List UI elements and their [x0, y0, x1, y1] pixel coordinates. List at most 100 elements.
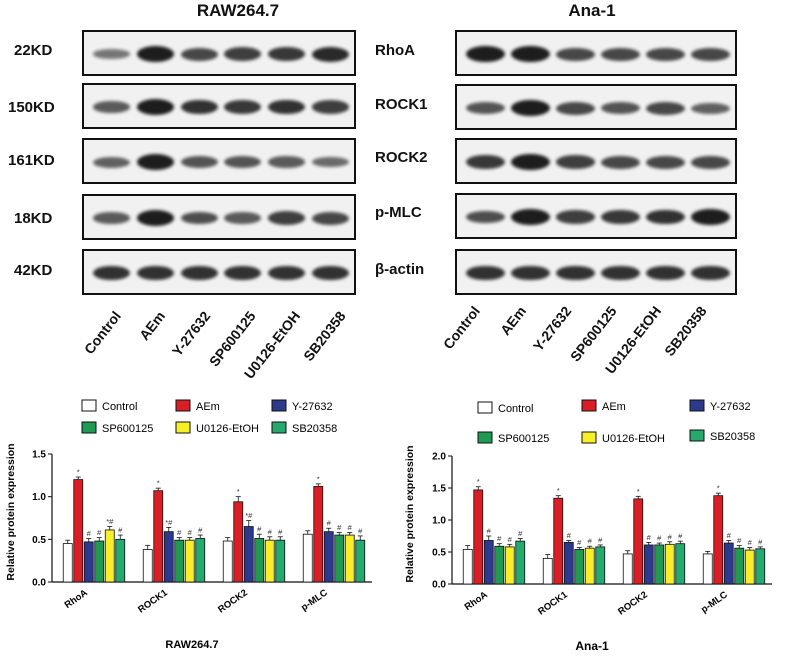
mw-label-pmlc: 18KD [14, 210, 53, 227]
bar-y-27632 [243, 526, 254, 583]
legend-label-control: Control [102, 401, 137, 413]
bar-aem [553, 497, 564, 585]
x-tick-label: ROCK2 [216, 587, 250, 615]
bar-aem [633, 498, 644, 585]
bar-control [542, 557, 553, 585]
lane-label-raw-y27632: Y-27632 [168, 308, 214, 360]
blot-band [511, 46, 550, 62]
blot-band [267, 47, 306, 61]
blot-band [556, 101, 595, 115]
bar-aem [233, 501, 244, 583]
bar-sb20358 [675, 543, 686, 585]
bar-aem [313, 486, 324, 583]
blot-band [511, 154, 550, 170]
blot-band [224, 265, 262, 281]
blot-band [267, 156, 306, 168]
plot-area: 0.00.51.01.5*# #*##RhoA**## # #ROCK1**## # #R… [32, 450, 372, 616]
legend-swatch-sb20358 [271, 421, 287, 434]
bar-sb20358 [755, 548, 766, 585]
significance-mark: # [257, 525, 262, 534]
blot-band [466, 210, 505, 224]
y-tick-label: 0.5 [32, 535, 46, 546]
blot-band [556, 155, 595, 169]
x-tick-label: ROCK2 [616, 589, 650, 617]
significance-mark: # [647, 533, 652, 542]
bar-control [222, 540, 233, 583]
y-tick-label: 0.0 [32, 578, 46, 589]
bar-u0126-etoh [184, 539, 195, 583]
protein-label-rock2: ROCK2 [375, 149, 428, 166]
significance-mark: # [278, 527, 283, 536]
blot-band [691, 265, 730, 281]
x-tick-label: ROCK1 [536, 589, 570, 617]
bar-sb20358 [355, 539, 366, 583]
bar-chart-ana1: Control AEm Y-27632 SP600125 U0126-EtOH … [404, 399, 772, 653]
x-tick-label: p-MLC [699, 589, 730, 615]
bar-aem [713, 495, 724, 585]
significance-mark: # [737, 536, 742, 545]
legend-label-aem: AEm [196, 401, 220, 413]
significance-mark: # [198, 526, 203, 535]
bar-chart-raw264: Control AEm Y-27632 SP600125 U0126-EtOH … [5, 399, 372, 651]
legend-swatch-sp600125 [477, 431, 493, 444]
blot-band [224, 212, 262, 224]
legend-swatch-control [477, 401, 493, 414]
blot-strip [455, 193, 737, 239]
blot-title-raw: RAW264.7 [196, 1, 280, 20]
blot-band [601, 265, 640, 281]
x-tick-label: p-MLC [299, 587, 330, 613]
blot-band [267, 265, 306, 281]
significance-mark: # [348, 523, 353, 532]
significance-mark: # [337, 523, 342, 532]
bar-sp600125 [334, 534, 345, 583]
bar-control [462, 549, 473, 585]
blot-band [311, 211, 349, 225]
bar-y-27632 [483, 540, 494, 585]
y-tick-label: 1.5 [32, 450, 46, 461]
legend-label-aem: AEm [602, 401, 626, 413]
legend-swatch-control [81, 399, 97, 412]
blot-band [180, 211, 218, 225]
legend-label-sp600125: SP600125 [102, 423, 153, 435]
bar-y-27632 [723, 542, 734, 585]
significance-mark: * [557, 486, 560, 495]
significance-mark: # [358, 526, 363, 535]
significance-mark: # [588, 537, 593, 546]
blot-band [93, 212, 131, 224]
mw-label-actin: 42KD [14, 262, 53, 279]
blot-band [311, 156, 349, 168]
lane-label-ana-aem: AEm [497, 303, 530, 339]
legend-swatch-y27632 [689, 399, 705, 412]
significance-mark: * [237, 487, 240, 496]
x-tick-label: ROCK1 [136, 587, 170, 615]
blot-band [311, 265, 349, 281]
legend-label-y27632: Y-27632 [292, 401, 333, 413]
blot-band [267, 99, 306, 115]
lane-label-raw-sb20358: SB20358 [299, 308, 349, 364]
plot-area: 0.0 0.5 1.0 1.5 2.0 * # # # # RhoA * # # # # ROCK1 * # # # # R… [432, 452, 772, 618]
blot-band [136, 265, 175, 281]
mw-label-rock2: 161KD [8, 152, 55, 169]
blot-band [691, 155, 730, 169]
lane-label-raw-aem: AEm [136, 308, 169, 344]
mw-label-rock1: 150KD [8, 99, 55, 116]
legend: Control AEm Y-27632 SP600125 U0126-EtOH … [477, 399, 755, 445]
blot-band [601, 102, 640, 114]
blot-band [601, 47, 640, 61]
blot-band [466, 155, 505, 169]
y-tick-label: 1.0 [432, 516, 446, 527]
bar-sp600125 [174, 539, 185, 583]
y-axis-label: Relative protein expression [404, 445, 416, 582]
blot-band [311, 46, 349, 62]
significance-mark: # [727, 531, 732, 540]
blot-band [180, 156, 218, 168]
significance-mark: # [758, 537, 763, 546]
blot-strip [455, 249, 737, 295]
bar-sb20358 [275, 539, 286, 583]
bar-u0126-etoh [344, 534, 355, 583]
blot-band [224, 156, 262, 168]
blot-band [136, 99, 175, 115]
significance-mark: *# [165, 518, 173, 527]
blot-band [691, 47, 730, 61]
blot-band [466, 265, 505, 281]
